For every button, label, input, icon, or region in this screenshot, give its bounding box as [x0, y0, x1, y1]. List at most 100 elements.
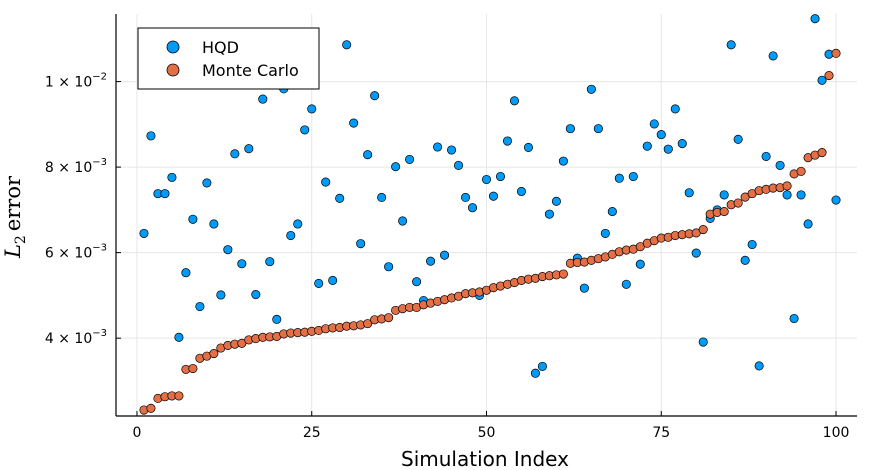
point-hqd	[586, 84, 596, 94]
svg-text:L2error: L2 error	[1, 175, 29, 259]
point-hqd	[363, 150, 373, 160]
point-hqd	[754, 361, 764, 371]
legend: HQD Monte Carlo	[137, 27, 320, 90]
point-monte-carlo	[796, 166, 806, 176]
point-hqd	[349, 118, 359, 128]
point-monte-carlo	[817, 148, 827, 158]
point-monte-carlo	[824, 71, 834, 81]
point-hqd	[817, 75, 827, 85]
point-hqd	[293, 219, 303, 229]
point-hqd	[286, 230, 296, 241]
x-tick-label: 25	[303, 425, 321, 441]
point-hqd	[446, 145, 457, 155]
point-hqd	[167, 172, 177, 182]
point-hqd	[831, 195, 841, 205]
point-hqd	[530, 368, 540, 378]
point-hqd	[684, 188, 694, 198]
point-hqd	[181, 268, 191, 278]
point-hqd	[642, 141, 652, 151]
point-hqd	[761, 151, 771, 161]
point-hqd	[258, 94, 268, 104]
point-hqd	[537, 361, 547, 371]
point-hqd	[223, 245, 233, 255]
point-hqd	[216, 290, 226, 300]
point-hqd	[195, 301, 205, 312]
point-hqd	[467, 203, 478, 213]
point-hqd	[621, 279, 631, 289]
point-monte-carlo	[363, 319, 373, 329]
x-tick-label: 100	[823, 425, 850, 441]
point-hqd	[412, 277, 422, 287]
y-axis-label-subscript: 2	[13, 235, 29, 244]
point-hqd	[558, 156, 568, 166]
point-hqd	[251, 289, 261, 300]
tick-labels: 0 25 50 75 100 4 × 10−3 6 × 10−3 8 × 10−3 1 × 10…	[45, 72, 850, 441]
point-hqd	[314, 278, 324, 288]
point-hqd	[775, 160, 785, 170]
point-monte-carlo	[188, 363, 198, 374]
point-monte-carlo	[698, 224, 708, 235]
point-hqd	[488, 191, 499, 201]
point-hqd	[174, 332, 184, 342]
point-monte-carlo	[719, 207, 729, 217]
point-hqd	[782, 190, 792, 200]
point-hqd	[649, 119, 659, 129]
point-hqd	[426, 256, 436, 266]
point-hqd	[265, 257, 275, 267]
point-hqd	[523, 142, 533, 152]
point-hqd	[600, 228, 610, 238]
point-hqd	[481, 174, 492, 185]
point-hqd	[328, 275, 338, 285]
point-hqd	[377, 192, 387, 203]
point-hqd	[698, 337, 708, 347]
point-hqd	[810, 14, 820, 24]
x-axis-label: Simulation Index	[401, 447, 569, 470]
point-hqd	[663, 144, 673, 154]
point-hqd	[726, 40, 736, 50]
point-monte-carlo	[831, 48, 841, 58]
legend-label-monte-carlo: Monte Carlo	[202, 61, 299, 80]
point-hqd	[740, 255, 750, 265]
point-hqd	[614, 173, 624, 183]
point-hqd	[719, 190, 729, 200]
point-hqd	[300, 125, 310, 135]
point-monte-carlo	[209, 349, 219, 359]
point-monte-carlo	[384, 313, 394, 323]
point-hqd	[335, 193, 345, 203]
point-hqd	[565, 124, 575, 134]
point-hqd	[356, 239, 366, 249]
point-hqd	[146, 131, 156, 141]
x-tick-label: 75	[652, 425, 670, 441]
point-hqd	[391, 162, 401, 172]
y-axis-label-base: L	[1, 244, 25, 259]
point-hqd	[272, 314, 282, 324]
point-hqd	[405, 154, 415, 164]
x-tick-label: 50	[478, 425, 496, 441]
point-hqd	[516, 186, 527, 197]
point-hqd	[398, 216, 408, 226]
point-hqd	[768, 51, 778, 61]
point-hqd	[209, 219, 219, 229]
point-monte-carlo	[733, 198, 743, 208]
point-hqd	[747, 239, 757, 250]
point-hqd	[370, 91, 380, 101]
point-hqd	[237, 259, 247, 269]
point-hqd	[139, 228, 149, 238]
y-tick-label: 8 × 10−3	[45, 157, 107, 176]
point-monte-carlo	[782, 181, 792, 191]
point-monte-carlo	[174, 391, 184, 401]
point-hqd	[433, 142, 443, 152]
x-tick-label: 0	[133, 425, 142, 441]
y-tick-label: 4 × 10−3	[45, 328, 107, 347]
point-hqd	[188, 214, 198, 224]
point-hqd	[321, 177, 331, 187]
y-axis-label-rest: error	[1, 175, 25, 231]
y-tick-label: 6 × 10−3	[45, 243, 107, 262]
legend-marker-monte-carlo	[166, 63, 180, 77]
point-hqd	[551, 196, 561, 206]
point-hqd	[691, 248, 701, 258]
point-hqd	[656, 130, 666, 140]
point-hqd	[453, 160, 464, 170]
point-hqd	[160, 189, 170, 199]
